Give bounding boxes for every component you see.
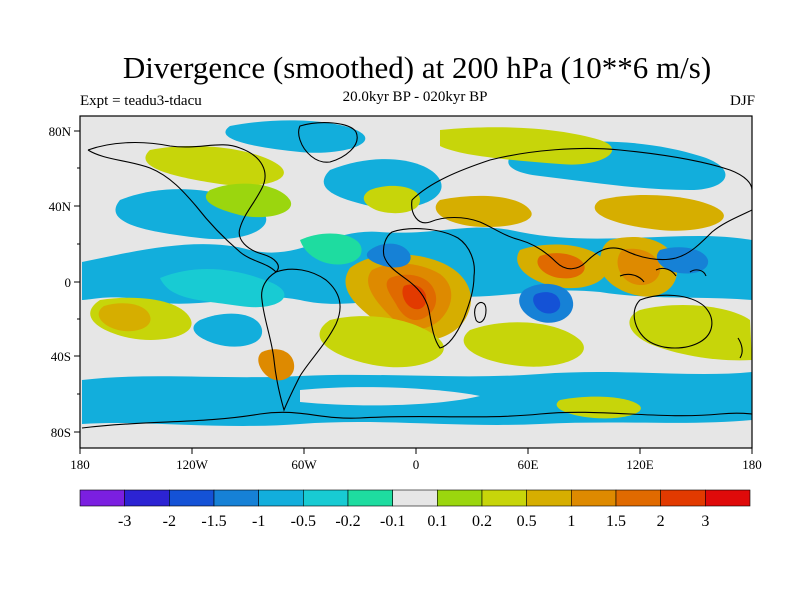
lon-label-0: 0	[413, 457, 420, 472]
lat-label-0: 0	[65, 275, 72, 290]
weak-conv-band	[160, 269, 285, 308]
experiment-label: Expt = teadu3-tdacu	[80, 93, 202, 109]
divergence-field	[80, 116, 752, 448]
lon-label-120w: 120W	[176, 457, 209, 472]
div-east-asia	[594, 195, 724, 231]
lat-label-80n: 80N	[49, 124, 72, 139]
colorbar-swatch	[660, 489, 706, 507]
lon-label-180e: 180	[742, 457, 762, 472]
div-mediterranean	[435, 195, 532, 228]
very-weak-conv-atlantic	[300, 233, 362, 265]
colorbar-swatch	[481, 489, 527, 507]
coast-greenland	[297, 122, 358, 163]
colorbar-label: 1	[567, 513, 575, 530]
div-africa-max	[402, 284, 427, 310]
coast-antarctica	[81, 411, 752, 429]
conv-west-pacific	[656, 247, 709, 274]
lon-label-60w: 60W	[291, 457, 317, 472]
lat-label-80s: 80S	[51, 425, 71, 440]
colorbar-swatch	[526, 489, 572, 507]
coast-madagascar	[473, 301, 487, 323]
div-south-indian	[463, 322, 584, 367]
lon-label-60e: 60E	[518, 457, 539, 472]
coast-australia	[633, 294, 713, 349]
colorbar-label: -0.1	[380, 513, 405, 530]
neutral-southern-lower	[82, 427, 752, 448]
colorbar-swatch	[258, 489, 304, 507]
colorbar-swatch	[392, 489, 438, 507]
colorbar-label: 1.5	[606, 513, 626, 530]
colorbar-label: -1	[252, 513, 265, 530]
conv-indian-ocean-core	[533, 292, 561, 314]
lat-label-40s: 40S	[51, 349, 71, 364]
longitude-axis	[79, 448, 753, 454]
coast-north-america	[87, 141, 279, 273]
div-south-atlantic	[319, 316, 444, 368]
colorbar: -3 -2 -1.5 -1 -0.5 -0.2 -0.1 0.1 0.2 0.5 1 1.5 2 3	[79, 489, 751, 530]
latitude-axis	[74, 130, 80, 433]
div-north-atlantic-patch	[363, 185, 420, 214]
season-label: DJF	[729, 93, 755, 109]
plot-title: Divergence (smoothed) at 200 hPa (10**6 …	[122, 50, 712, 85]
longitude-labels: 180 120W 60W 0 60E 120E 180	[70, 457, 762, 472]
colorbar-label: 0.2	[472, 513, 492, 530]
colorbar-swatch	[347, 489, 393, 507]
lon-label-180w: 180	[70, 457, 90, 472]
colorbar-label: 2	[657, 513, 665, 530]
latitude-labels: 80N 40N 0 40S 80S	[49, 124, 72, 440]
colorbar-swatch	[303, 489, 349, 507]
div-south-pacific-core	[98, 303, 151, 332]
plot-subtitle: 20.0kyr BP - 020kyr BP	[342, 89, 488, 105]
colorbar-swatch	[213, 489, 259, 507]
colorbar-label: -0.5	[291, 513, 316, 530]
coast-new-zealand	[737, 337, 743, 359]
colorbar-swatch	[437, 489, 483, 507]
colorbar-label: -0.2	[335, 513, 360, 530]
coast-africa	[382, 228, 475, 349]
colorbar-label: -2	[163, 513, 176, 530]
conv-atlantic-equator	[366, 243, 411, 268]
lat-label-40n: 40N	[49, 199, 72, 214]
colorbar-swatch	[124, 489, 170, 507]
div-maritime-strong	[617, 248, 661, 286]
div-north-pacific	[145, 145, 284, 186]
colorbar-swatch	[705, 489, 751, 507]
div-north-america	[205, 183, 292, 218]
coast-maritime	[619, 267, 707, 283]
div-antarctic-patch	[556, 396, 641, 419]
colorbar-label: -3	[118, 513, 131, 530]
div-eurasia	[440, 127, 613, 165]
coast-eurasia	[411, 147, 752, 270]
coast-south-america	[261, 268, 341, 412]
lon-label-120e: 120E	[626, 457, 654, 472]
colorbar-label: 3	[701, 513, 709, 530]
colorbar-label: -1.5	[201, 513, 226, 530]
colorbar-swatch	[615, 489, 661, 507]
coastlines	[81, 122, 752, 429]
colorbar-swatch	[571, 489, 617, 507]
div-patagonia	[258, 349, 295, 381]
colorbar-label: 0.5	[517, 513, 537, 530]
conv-arctic	[225, 120, 366, 153]
colorbar-label: 0.1	[427, 513, 447, 530]
colorbar-swatch	[169, 489, 215, 507]
colorbar-swatch	[79, 489, 125, 507]
conv-south-pacific-2	[193, 313, 263, 347]
neutral-south-gap	[300, 387, 480, 406]
